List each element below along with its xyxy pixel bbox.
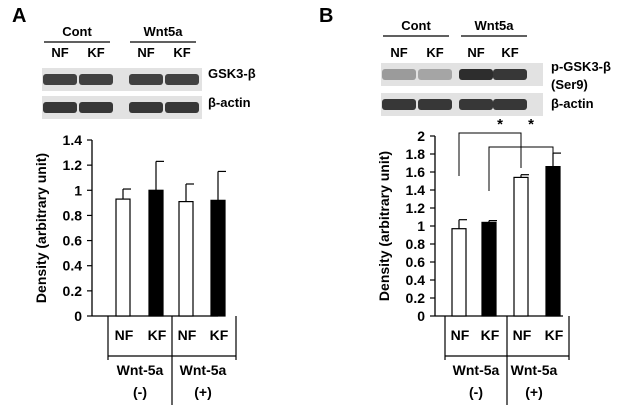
y-axis-label: Density (arbitrary unit)	[33, 153, 49, 303]
blot-band	[493, 69, 527, 80]
blot-lane-label: NF	[51, 45, 68, 60]
blot-band	[43, 102, 77, 113]
blot-band	[459, 99, 493, 110]
group-sublabel: (-)	[469, 384, 483, 400]
blot-band-label: p-GSK3-β	[551, 59, 611, 74]
bar	[115, 198, 131, 317]
blot-band-label: (Ser9)	[551, 77, 588, 92]
panel-b-figure: B Cont Wnt5a NF KF NF KF p-GSK3-β (Ser9) β-actin 0…	[319, 5, 611, 405]
y-tick-label: 0.4	[63, 258, 83, 274]
y-tick-label: 0.2	[406, 290, 426, 306]
x-tick-label: KF	[545, 327, 564, 343]
significance-bracket	[488, 146, 554, 191]
x-tick-label: KF	[148, 327, 167, 343]
group-label: Wnt-5a	[511, 362, 558, 378]
blot-lane-label: KF	[501, 45, 518, 60]
panel-label: A	[12, 5, 26, 27]
x-tick-label: KF	[481, 327, 500, 343]
group-sublabel: (+)	[194, 384, 212, 400]
panel-label: B	[319, 5, 333, 27]
bar	[451, 228, 467, 317]
y-tick-label: 1.8	[406, 146, 426, 162]
group-sublabel: (+)	[525, 384, 543, 400]
blot-lane-label: KF	[426, 45, 443, 60]
y-tick-label: 1.4	[63, 132, 83, 148]
group-label: Wnt-5a	[453, 362, 500, 378]
blot-band	[79, 102, 113, 113]
blot-band	[43, 74, 77, 85]
y-tick-label: 2	[417, 128, 425, 144]
blot-lane-label: NF	[467, 45, 484, 60]
x-tick-label: NF	[451, 327, 470, 343]
panel-a-figure: A Cont Wnt5a NF KF NF KF GSK3-β β-actin 0 0.2 0.4 0.…	[12, 5, 256, 405]
bar	[178, 201, 194, 317]
bar	[513, 176, 529, 317]
y-tick-label: 0.6	[63, 233, 83, 249]
y-axis-label: Density (arbitrary unit)	[376, 151, 392, 301]
significance-marker: *	[497, 116, 503, 133]
y-tick-label: 0.2	[63, 283, 83, 299]
blot-band	[129, 102, 163, 113]
blot-group-label: Cont	[401, 18, 431, 33]
blot-group-label: Wnt5a	[144, 24, 184, 39]
y-tick-label: 1.2	[63, 157, 83, 173]
blot-band-label: GSK3-β	[208, 66, 256, 81]
bar	[545, 166, 561, 317]
significance-marker: *	[528, 116, 534, 133]
group-label: Wnt-5a	[117, 362, 164, 378]
blot-band	[165, 102, 199, 113]
blot-lane-label: KF	[87, 45, 104, 60]
bar	[210, 199, 226, 317]
blot-lane-label: KF	[173, 45, 190, 60]
y-tick-label: 0.6	[406, 254, 426, 270]
blot-band	[418, 99, 452, 110]
y-tick-label: 1	[74, 182, 82, 198]
y-tick-label: 1.4	[406, 182, 426, 198]
blot-band-label: β-actin	[551, 96, 594, 111]
blot-lane-label: NF	[137, 45, 154, 60]
y-tick-label: 1	[417, 218, 425, 234]
blot-strip	[42, 96, 202, 119]
blot-band	[79, 74, 113, 85]
bar	[481, 221, 497, 317]
blot-band	[459, 69, 493, 80]
blot-group-label: Wnt5a	[475, 18, 515, 33]
y-tick-label: 0.8	[406, 236, 426, 252]
y-tick-label: 0	[74, 308, 82, 324]
y-tick-label: 1.2	[406, 200, 426, 216]
blot-band	[165, 74, 199, 85]
blot-band	[493, 99, 527, 110]
x-tick-label: NF	[178, 327, 197, 343]
x-tick-label: NF	[513, 327, 532, 343]
bar	[148, 189, 164, 317]
blot-band	[418, 69, 452, 80]
group-label: Wnt-5a	[180, 362, 227, 378]
group-sublabel: (-)	[133, 384, 147, 400]
y-tick-label: 0.8	[63, 207, 83, 223]
blot-strip	[42, 68, 202, 91]
blot-lane-label: NF	[390, 45, 407, 60]
panel-a: A Cont Wnt5a NF KF NF KF GSK3-β β-actin 0 0.2 0.4 0.…	[12, 5, 256, 405]
blot-group-label: Cont	[62, 24, 92, 39]
blot-band-label: β-actin	[208, 95, 251, 110]
significance-bracket	[458, 132, 522, 176]
blot-band	[382, 99, 416, 110]
blot-band	[382, 69, 416, 80]
y-tick-label: 1.6	[406, 164, 426, 180]
y-tick-label: 0	[417, 308, 425, 324]
blot-band	[129, 74, 163, 85]
x-tick-label: NF	[115, 327, 134, 343]
y-tick-label: 0.4	[406, 272, 426, 288]
x-tick-label: KF	[210, 327, 229, 343]
panel-b: B Cont Wnt5a NF KF NF KF p-GSK3-β (Ser9) β-actin 0…	[309, 0, 618, 405]
